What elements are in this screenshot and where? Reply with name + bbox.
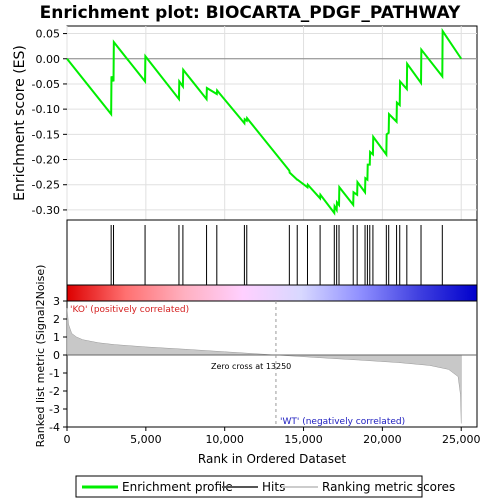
rm-y-ticks: 3 2 1 0 -1 -2 -3 -4 — [49, 295, 67, 434]
ranking-metric-area — [66, 308, 462, 424]
es-tick-label: -0.10 — [32, 103, 60, 116]
es-tick-label: -0.30 — [32, 204, 60, 217]
rm-tick-label: 0 — [53, 349, 60, 362]
es-y-axis-label: Enrichment score (ES) — [12, 45, 28, 201]
rm-tick-label: -4 — [49, 421, 60, 434]
ranking-colorbar — [66, 284, 478, 302]
es-tick-label: -0.15 — [32, 128, 60, 141]
hit-markers — [110, 225, 443, 285]
positive-correlation-label: 'KO' (positively correlated) — [70, 305, 189, 315]
es-tick-label: -0.05 — [32, 78, 60, 91]
chart-title: Enrichment plot: BIOCARTA_PDGF_PATHWAY — [40, 3, 461, 23]
enrichment-profile-line — [66, 27, 463, 216]
negative-correlation-label: 'WT' (negatively correlated) — [280, 417, 405, 427]
x-axis-label: Rank in Ordered Dataset — [198, 452, 346, 466]
rm-tick-label: 2 — [53, 313, 60, 326]
zero-cross-label: Zero cross at 13250 — [211, 362, 291, 371]
x-axis-ticks: 0 5,000 10,000 15,000 20,000 25,000 — [64, 427, 481, 446]
hits-panel — [66, 219, 478, 286]
x-tick-label: 0 — [64, 433, 71, 446]
es-tick-label: -0.25 — [32, 179, 60, 192]
rm-tick-label: -3 — [49, 403, 60, 416]
x-tick-label: 25,000 — [442, 433, 481, 446]
es-plot-area — [66, 25, 478, 221]
rm-tick-label: -2 — [49, 385, 60, 398]
es-y-ticks: 0.05 0.00 -0.05 -0.10 -0.15 -0.20 -0.25 -0.30 — [32, 28, 67, 217]
es-tick-label: 0.00 — [36, 53, 61, 66]
x-tick-label: 20,000 — [363, 433, 402, 446]
es-tick-label: -0.20 — [32, 154, 60, 167]
legend-label: Ranking metric scores — [322, 480, 455, 494]
legend-label: Hits — [262, 480, 285, 494]
ranked-metric-plot-area — [66, 300, 478, 428]
rm-tick-label: 3 — [53, 295, 60, 308]
x-tick-label: 10,000 — [205, 433, 244, 446]
legend: Enrichment profile Hits Ranking metric sco… — [82, 480, 455, 494]
legend-label: Enrichment profile — [122, 480, 233, 494]
rm-tick-label: -1 — [49, 367, 60, 380]
x-tick-label: 15,000 — [284, 433, 323, 446]
rm-tick-label: 1 — [53, 331, 60, 344]
rm-y-axis-label: Ranked list metric (Signal2Noise) — [34, 265, 47, 448]
es-tick-label: 0.05 — [36, 28, 61, 41]
x-tick-label: 5,000 — [130, 433, 162, 446]
